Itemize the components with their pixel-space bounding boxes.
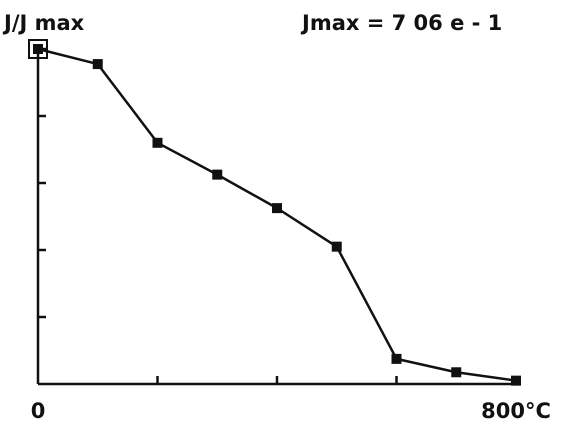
x-ticks [156, 376, 398, 384]
data-point-5 [331, 241, 342, 252]
first-point-outline [28, 39, 48, 59]
data-point-7 [451, 367, 462, 378]
data-point-2 [152, 137, 163, 148]
x-tick-label-start: 0 [31, 399, 46, 423]
data-point-0 [33, 44, 43, 54]
data-point-8 [511, 375, 521, 386]
x-tick-label-end: 800°C [481, 399, 551, 423]
data-point-1 [92, 59, 103, 70]
y-axis-label: J/J max [2, 11, 85, 35]
data-point-3 [212, 169, 223, 180]
jmax-annotation: Jmax = 7 06 e - 1 [300, 11, 502, 35]
series-line [37, 47, 517, 382]
data-point-4 [272, 203, 282, 214]
data-point-6 [391, 353, 402, 364]
series-points [28, 39, 521, 386]
